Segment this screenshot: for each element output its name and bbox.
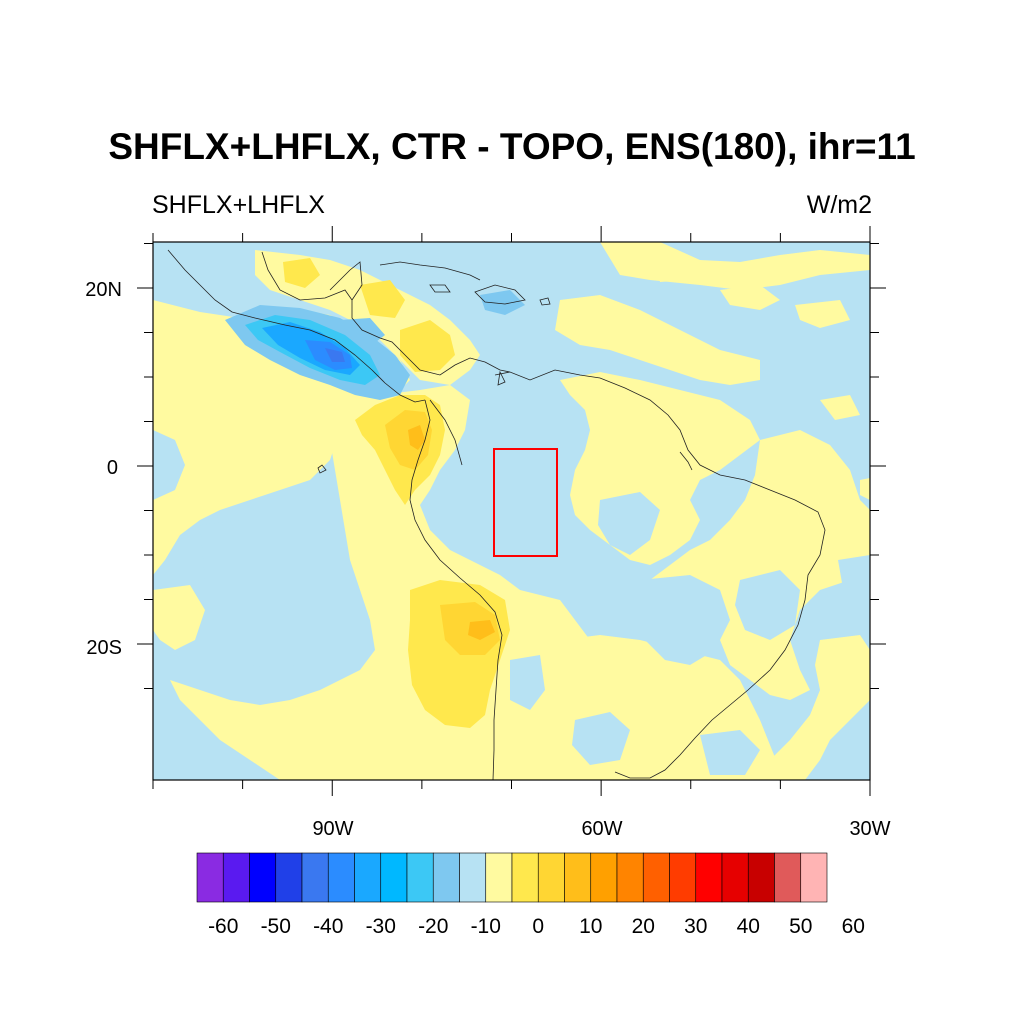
colorbar-label: 40: [737, 915, 760, 938]
lat-label-0: 0: [107, 457, 118, 479]
colorbar-swatch: [327, 852, 355, 903]
colorbar-swatch: [432, 852, 460, 903]
colorbar-swatch: [695, 852, 723, 903]
colorbar-swatch: [616, 852, 644, 903]
colorbar-swatch: [537, 852, 565, 903]
colorbar-label: -10: [471, 915, 501, 938]
colorbar-label: 30: [684, 915, 707, 938]
colorbar-swatch: [721, 852, 749, 903]
colorbar-swatch: [196, 852, 224, 903]
lon-label-30w: 30W: [849, 818, 890, 840]
colorbar-swatch: [669, 852, 697, 903]
field-positive-strong: [283, 258, 510, 728]
colorbar-label: 60: [842, 915, 865, 938]
lat-label-20n: 20N: [85, 279, 122, 301]
colorbar-label: -60: [208, 915, 238, 938]
colorbar-label: -40: [313, 915, 343, 938]
colorbar-swatch: [406, 852, 434, 903]
colorbar: [196, 852, 828, 903]
colorbar-label: 0: [532, 915, 544, 938]
field-negative-strong: [225, 290, 525, 400]
field-negative-patches: [153, 430, 870, 775]
colorbar-swatch: [642, 852, 670, 903]
colorbar-swatch: [354, 852, 382, 903]
colorbar-swatch: [800, 852, 828, 903]
colorbar-swatch: [564, 852, 592, 903]
variable-label: SHFLX+LHFLX: [152, 191, 325, 219]
colorbar-swatch: [590, 852, 618, 903]
map-panel: [153, 242, 870, 780]
coastlines: [167, 249, 826, 780]
colorbar-swatch: [459, 852, 487, 903]
colorbar-swatch: [380, 852, 408, 903]
colorbar-label: 50: [789, 915, 812, 938]
colorbar-label: 20: [632, 915, 655, 938]
colorbar-label: -30: [366, 915, 396, 938]
colorbar-label: -20: [418, 915, 448, 938]
colorbar-swatch: [301, 852, 329, 903]
colorbar-label: 10: [579, 915, 602, 938]
lon-label-90w: 90W: [312, 818, 353, 840]
colorbar-swatch: [774, 852, 802, 903]
units-label: W/m2: [806, 191, 872, 219]
colorbar-swatch: [511, 852, 539, 903]
colorbar-swatch: [485, 852, 513, 903]
colorbar-swatch: [747, 852, 775, 903]
colorbar-label: -50: [261, 915, 291, 938]
plot-title: SHFLX+LHFLX, CTR - TOPO, ENS(180), ihr=1…: [108, 126, 916, 167]
axis-ticks: [137, 226, 886, 796]
colorbar-swatch: [222, 852, 250, 903]
lon-label-60w: 60W: [581, 818, 622, 840]
lat-label-20s: 20S: [86, 637, 122, 659]
colorbar-swatch: [275, 852, 303, 903]
analysis-box: [493, 448, 558, 557]
colorbar-labels: -60 -50 -40 -30 -20 -10 0 10 20 30 40 50 60: [208, 915, 865, 938]
colorbar-swatch: [249, 852, 277, 903]
